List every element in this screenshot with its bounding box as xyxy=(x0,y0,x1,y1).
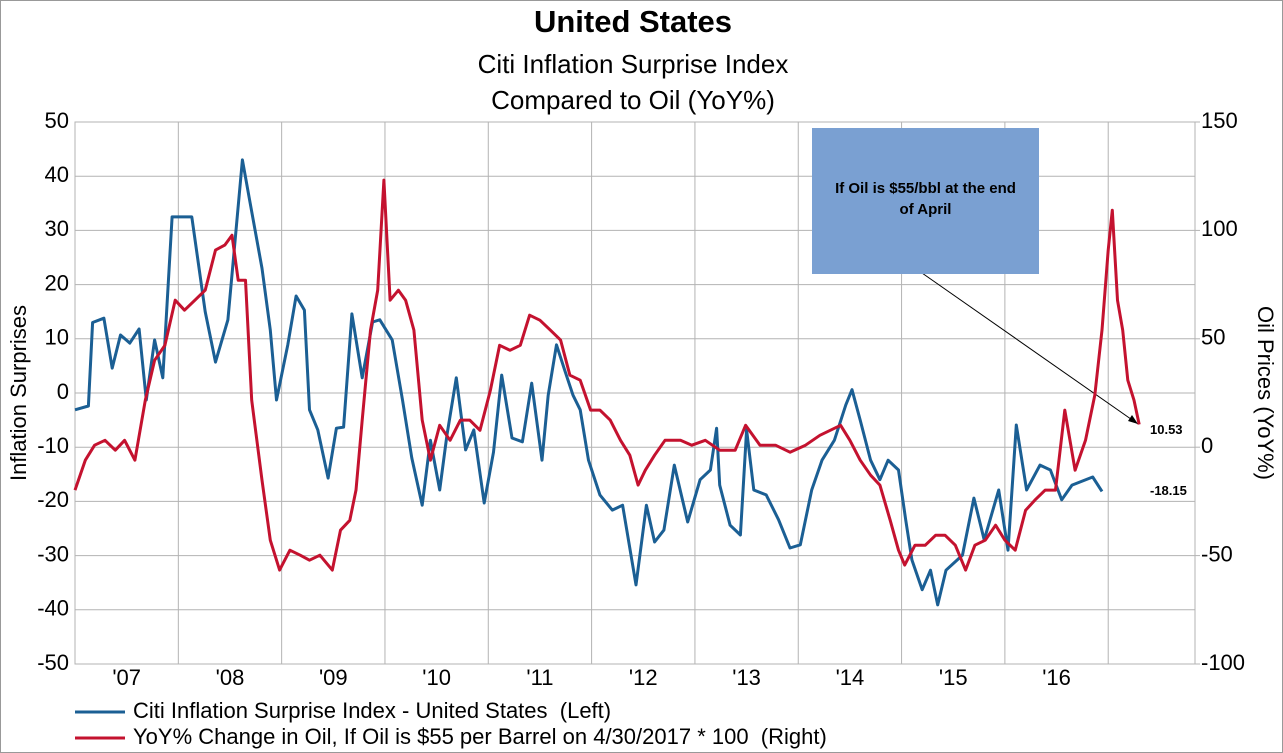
chart-subtitle: Compared to Oil (YoY%) xyxy=(491,85,775,115)
x-tick-label: '10 xyxy=(422,665,451,690)
series-line xyxy=(74,158,1104,607)
annotation-arrowhead xyxy=(1128,415,1138,424)
y2-tick-label: 100 xyxy=(1201,216,1238,241)
chart-title: United States xyxy=(534,4,732,39)
y2-axis-label: Oil Prices (YoY%) xyxy=(1253,306,1278,480)
x-tick-label: '13 xyxy=(732,665,761,690)
y2-tick-label: 0 xyxy=(1201,433,1213,458)
legend-label: Citi Inflation Surprise Index - United S… xyxy=(133,698,611,723)
x-tick-label: '12 xyxy=(629,665,658,690)
y2-tick-label: -100 xyxy=(1201,650,1245,675)
y-tick-label: 40 xyxy=(45,162,69,187)
end-value-label: 10.53 xyxy=(1150,422,1183,437)
y-tick-label: -50 xyxy=(37,650,69,675)
y-tick-label: 50 xyxy=(45,108,69,133)
y-tick-label: -10 xyxy=(37,433,69,458)
y-tick-label: 10 xyxy=(45,325,69,350)
x-tick-label: '07 xyxy=(112,665,141,690)
x-tick-label: '16 xyxy=(1042,665,1071,690)
x-tick-label: '14 xyxy=(836,665,865,690)
legend-label: YoY% Change in Oil, If Oil is $55 per Ba… xyxy=(133,724,827,749)
y2-tick-label: 150 xyxy=(1201,108,1238,133)
annotation: If Oil is $55/bbl at the end of April xyxy=(812,128,1039,274)
x-tick-label: '08 xyxy=(216,665,245,690)
y-tick-label: -40 xyxy=(37,596,69,621)
y-tick-label: -30 xyxy=(37,541,69,566)
y-tick-label: -20 xyxy=(37,487,69,512)
x-tick-label: '09 xyxy=(319,665,348,690)
series-line xyxy=(73,178,1141,572)
x-tick-label: '11 xyxy=(526,665,553,690)
y2-tick-label: 50 xyxy=(1201,325,1225,350)
y-tick-label: 20 xyxy=(45,270,69,295)
x-tick-label: '15 xyxy=(939,665,968,690)
y-axis-label: Inflation Surprises xyxy=(6,305,31,481)
annotation-arrow xyxy=(921,272,1139,425)
y2-tick-label: -50 xyxy=(1201,541,1233,566)
chart-subtitle: Citi Inflation Surprise Index xyxy=(478,49,789,79)
y-tick-label: 30 xyxy=(45,216,69,241)
plot-border xyxy=(74,121,1196,665)
end-value-label: -18.15 xyxy=(1150,483,1187,498)
y-tick-label: 0 xyxy=(57,379,69,404)
